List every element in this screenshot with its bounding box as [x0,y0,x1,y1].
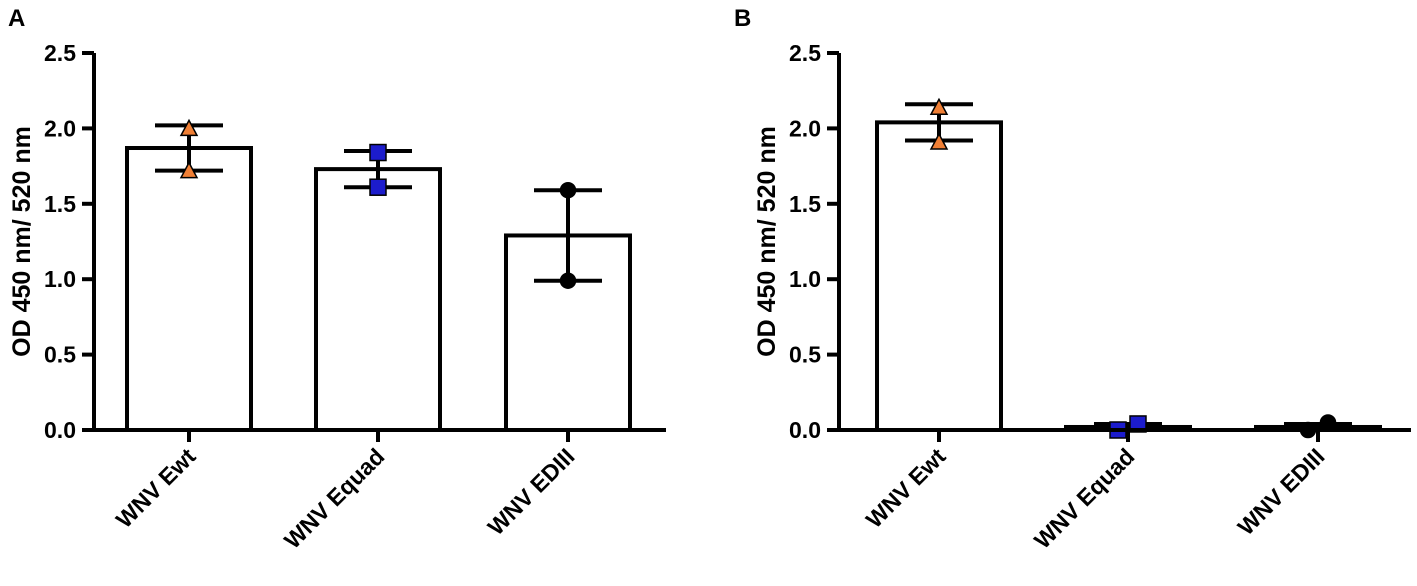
x-tick-label: WNV EDIII [483,443,580,540]
y-tick-label: 2.0 [44,115,76,141]
y-tick-label: 1.5 [789,191,821,217]
data-point [369,143,387,162]
y-tick-label: 1.5 [44,191,76,217]
data-point [1319,414,1337,431]
data-point [929,97,949,116]
data-point [179,161,199,179]
x-tick-label: WNV Ewt [861,443,951,533]
y-tick-label: 0.5 [789,342,821,368]
data-point [369,178,387,196]
data-point [559,272,577,289]
y-tick-label: 2.0 [789,115,821,141]
bar [125,146,253,432]
bar [314,167,442,432]
data-point [559,181,577,199]
x-tick-label: WNV EDIII [1233,443,1330,540]
y-tick-label: 0.5 [44,342,76,368]
y-tick-label: 1.0 [44,266,76,292]
y-axis-label: OD 450 nm/ 520 nm [8,126,36,357]
panel-b: B OD 450 nm/ 520 nm 0.0 0.5 1.0 1.5 2.0 2.5 WNV … [734,5,1411,554]
panel-a: A OD 450 nm/ 520 nm 0.0 0.5 1.0 1.5 2.0 2.5 WNV … [8,5,666,554]
panel-label: B [734,5,751,32]
y-tick-label: 0.0 [44,417,76,443]
y-tick-label: 2.5 [789,40,821,66]
y-tick-label: 2.5 [44,40,76,66]
x-tick-label: WNV Ewt [111,443,201,533]
y-tick-label: 1.0 [789,266,821,292]
x-tick-label: WNV Equad [1029,443,1140,554]
data-point [179,118,199,137]
data-point [929,132,949,150]
bar [875,120,1003,432]
y-tick-label: 0.0 [789,417,821,443]
y-axis-label: OD 450 nm/ 520 nm [753,126,781,357]
panel-label: A [8,5,25,32]
x-tick-label: WNV Equad [279,443,390,554]
